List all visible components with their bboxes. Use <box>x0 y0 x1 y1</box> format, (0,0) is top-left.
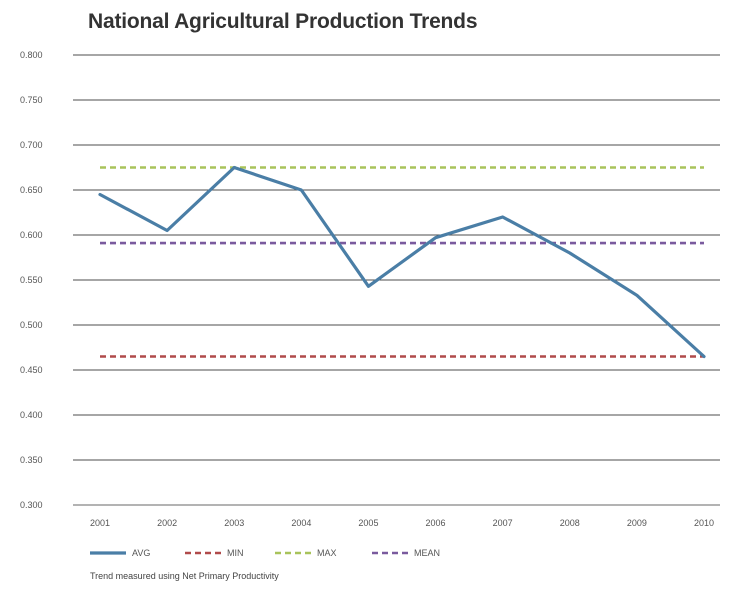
legend-label-max: MAX <box>317 548 337 558</box>
y-tick-label: 0.550 <box>20 275 43 285</box>
y-tick-label: 0.800 <box>20 50 43 60</box>
legend-label-min: MIN <box>227 548 244 558</box>
legend-label-avg: AVG <box>132 548 150 558</box>
grid-lines <box>73 54 720 506</box>
x-tick-label: 2006 <box>426 518 446 528</box>
x-tick-label: 2001 <box>90 518 110 528</box>
y-tick-label: 0.400 <box>20 410 43 420</box>
series-line-avg <box>98 165 706 359</box>
chart-title: National Agricultural Production Trends <box>88 10 478 33</box>
x-tick-label: 2005 <box>358 518 378 528</box>
y-tick-label: 0.300 <box>20 500 43 510</box>
x-tick-label: 2004 <box>291 518 311 528</box>
y-axis-ticks: 0.300 0.350 0.400 0.450 0.500 0.550 0.600 0.650… <box>20 50 43 510</box>
series-group <box>98 165 706 359</box>
x-tick-label: 2007 <box>493 518 513 528</box>
y-tick-label: 0.750 <box>20 95 43 105</box>
x-tick-label: 2010 <box>694 518 714 528</box>
y-tick-label: 0.600 <box>20 230 43 240</box>
legend: AVG MIN MAX MEAN <box>90 548 440 558</box>
legend-label-mean: MEAN <box>414 548 440 558</box>
y-tick-label: 0.450 <box>20 365 43 375</box>
y-tick-label: 0.500 <box>20 320 43 330</box>
x-tick-label: 2008 <box>560 518 580 528</box>
y-tick-label: 0.700 <box>20 140 43 150</box>
x-axis-ticks: 2001 2002 2003 2004 2005 2006 2007 2008 2009 2010 <box>90 518 714 528</box>
x-tick-label: 2002 <box>157 518 177 528</box>
x-tick-label: 2003 <box>224 518 244 528</box>
x-tick-label: 2009 <box>627 518 647 528</box>
chart-note: Trend measured using Net Primary Product… <box>90 571 279 581</box>
y-tick-label: 0.350 <box>20 455 43 465</box>
y-tick-label: 0.650 <box>20 185 43 195</box>
